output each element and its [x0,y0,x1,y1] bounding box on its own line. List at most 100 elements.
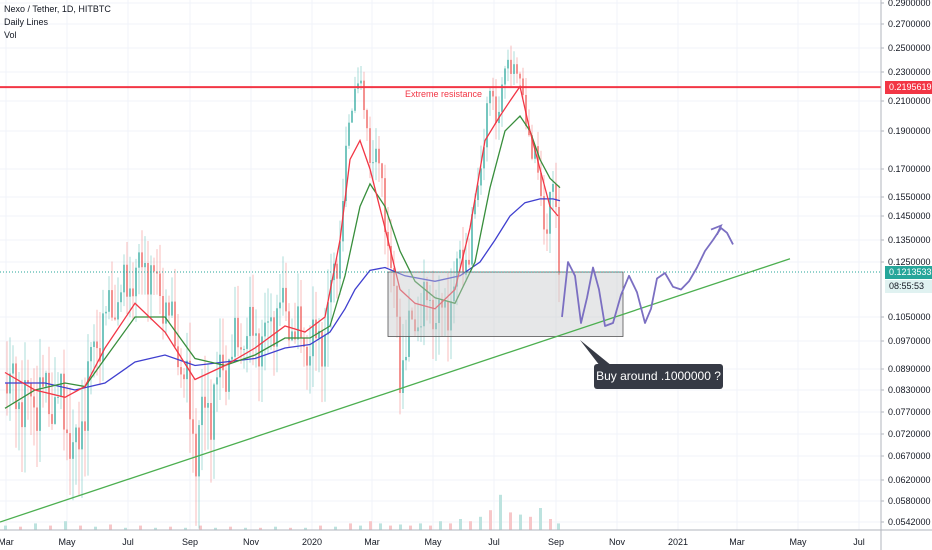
candle-body [282,287,284,303]
volume-bar [439,521,442,530]
candle-body [324,334,326,367]
candle-body [393,268,395,287]
volume-bar [259,527,262,530]
candle-body [99,348,101,362]
candle-body [294,331,296,340]
candle-body [258,333,260,367]
volume-bar [549,519,552,530]
candle-body [75,427,77,443]
candle-body [123,264,125,293]
candle-body [204,396,206,408]
countdown-tag: 08:55:53 [885,280,932,294]
candle-body [297,306,299,340]
candle-body [318,330,320,339]
volume-bar [409,525,412,530]
legend-daily-lines: Daily Lines [4,17,49,27]
candle-body [276,308,278,347]
candle-body [63,373,65,430]
candle-body [414,319,416,332]
candle-body [321,330,323,367]
candle-body [555,184,557,207]
legend-title: Nexo / Tether, 1D, HITBTC [4,4,111,14]
candle-body [474,200,476,215]
candle-body [447,301,449,331]
candle-body [126,264,128,297]
candle-body [390,245,392,269]
buy-zone-rect [387,271,624,337]
resistance-label: Extreme resistance [405,89,482,99]
time-tick-label: May [424,537,442,547]
candle-body [501,84,503,112]
candle-body [375,148,377,163]
candle-body [135,267,137,297]
candle-body [246,336,248,349]
candle-body [129,288,131,297]
candle-body [402,360,404,393]
candle-body [273,317,275,347]
candle-body [54,397,56,424]
candle-body [423,281,425,327]
candle-body [339,241,341,279]
volume-bar [4,525,7,530]
candle-body [267,321,269,323]
projected-path [561,227,734,327]
candle-body [255,333,257,336]
price-axis: 0.2900000 0.2700000 0.2500000 0.2300000 0.21… [880,0,931,550]
candle-body [330,280,332,303]
candle-body [15,363,17,410]
candle-body [312,319,314,357]
candle-body [183,374,185,380]
projected-arrow-head [710,223,723,235]
candle-body [513,64,515,74]
candle-body [219,354,221,378]
candle-body [435,323,437,330]
candle-body [78,427,80,450]
volume-bar [379,523,382,530]
candle-body [336,263,338,279]
candle-body [225,370,227,392]
candle-body [327,302,329,335]
candle-body [93,341,95,347]
candle-body [144,262,146,268]
volume-bar [214,527,217,530]
candle-body [546,229,548,234]
price-tick-label: 0.0542000 [888,517,931,527]
candle-body [396,286,398,317]
candle-body [552,184,554,192]
candle-body [6,383,8,394]
resistance-price-tag: 0.2195619 [885,81,932,95]
candle-body [42,377,44,387]
volume-bar [319,525,322,530]
candle-body [195,433,197,477]
volume-bar [349,523,352,530]
time-tick-label: Mar [0,537,14,547]
volume-bar [459,519,462,530]
candle-body [81,421,83,450]
volume-bar [184,527,187,530]
volume-bar [154,527,157,530]
candle-body [357,83,359,89]
candle-body [303,338,305,347]
candle-body [342,200,344,242]
volume-bar [509,512,512,530]
candle-body [243,348,245,350]
candle-body [279,302,281,309]
candle-body [213,384,215,440]
time-tick-label: May [789,537,807,547]
volume-bar [449,523,452,530]
candle-body [153,265,155,272]
volume-bar [64,521,67,530]
volume-bar [469,521,472,530]
time-tick-label: Nov [609,537,626,547]
candle-body [240,347,242,350]
candle-body [516,64,518,74]
candle-body [540,172,542,197]
candle-body [531,135,533,159]
price-tick-label: 0.2300000 [888,67,931,77]
candle-body [111,290,113,318]
candle-body [21,402,23,428]
candle-body [489,90,491,104]
candle-body [348,122,350,146]
candle-body [378,148,380,164]
